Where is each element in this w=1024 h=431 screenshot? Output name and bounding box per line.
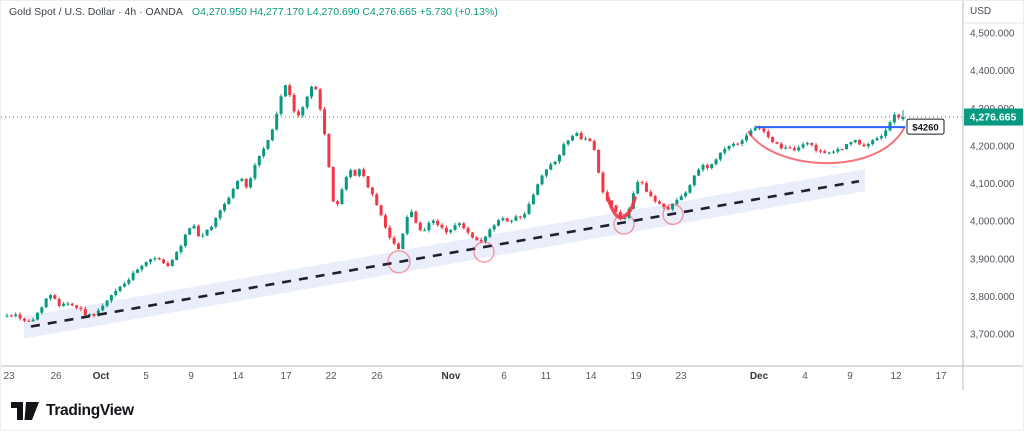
- symbol-title[interactable]: Gold Spot / U.S. Dollar · 4h · OANDA: [9, 6, 183, 18]
- price-chart-svg[interactable]: $42604,500.0004,400.0004,300.0004,200.00…: [1, 1, 1024, 390]
- chart-legend: Gold Spot / U.S. Dollar · 4h · OANDA O4,2…: [9, 6, 498, 18]
- price-callout-text: $4260: [912, 123, 938, 134]
- y-tick-label: 3,900.000: [970, 254, 1015, 265]
- y-tick-label: 3,700.000: [970, 330, 1015, 341]
- trendline-touch-circles: [387, 203, 684, 274]
- x-tick-label: 22: [325, 371, 337, 382]
- y-tick-label: 4,000.000: [970, 217, 1015, 228]
- y-tick-label: 4,400.000: [970, 66, 1015, 77]
- x-tick-label: 5: [143, 371, 149, 382]
- rounding-bottom-arc: [747, 125, 906, 164]
- x-tick-label: 23: [3, 371, 15, 382]
- x-tick-label: 23: [675, 371, 687, 382]
- x-tick-label: 19: [630, 371, 642, 382]
- price-axis[interactable]: 4,500.0004,400.0004,300.0004,200.0004,10…: [970, 29, 1015, 341]
- x-tick-label: 6: [501, 371, 507, 382]
- x-tick-label: 12: [890, 371, 902, 382]
- x-tick-label: 17: [935, 371, 947, 382]
- x-tick-label: 17: [280, 371, 292, 382]
- x-tick-label: 14: [232, 371, 244, 382]
- x-tick-label: Oct: [93, 371, 110, 382]
- x-tick-label: 4: [802, 371, 808, 382]
- price-callout-box: [906, 118, 945, 135]
- ascending-trendline: [30, 179, 860, 328]
- x-tick-label: 9: [188, 371, 194, 382]
- y-tick-label: 4,500.000: [970, 29, 1015, 40]
- y-tick-label: 3,800.000: [970, 292, 1015, 303]
- footer: TradingView: [11, 397, 134, 425]
- x-tick-label: 14: [585, 371, 597, 382]
- y-tick-label: 4,200.000: [970, 141, 1015, 152]
- x-tick-label: 26: [371, 371, 383, 382]
- x-tick-label: Nov: [442, 371, 461, 382]
- ohlc-values: O4,270.950 H4,277.170 L4,270.690 C4,276.…: [191, 6, 498, 18]
- candles-layer: [5, 83, 905, 323]
- currency-label: USD: [970, 6, 992, 17]
- x-tick-label: Dec: [750, 371, 769, 382]
- trend-channel-band: [24, 169, 865, 339]
- x-tick-label: 26: [50, 371, 62, 382]
- x-tick-label: 11: [541, 371, 552, 382]
- x-tick-label: 9: [847, 371, 853, 382]
- time-axis[interactable]: 23 26 Oct 5 9 14 17 22 26 Nov 6 11 14 19 23 Dec 4 9 12 17: [3, 371, 947, 382]
- tradingview-logo-text[interactable]: TradingView: [46, 402, 134, 419]
- current-price-badge-text: 4,276.665: [970, 112, 1017, 124]
- current-price-badge: [964, 108, 1023, 126]
- v-bounce-mark: [606, 196, 637, 220]
- tradingview-logo-icon[interactable]: [11, 402, 39, 420]
- y-tick-label: 4,100.000: [970, 179, 1015, 190]
- chart-pane[interactable]: $42604,500.0004,400.0004,300.0004,200.00…: [1, 1, 1024, 390]
